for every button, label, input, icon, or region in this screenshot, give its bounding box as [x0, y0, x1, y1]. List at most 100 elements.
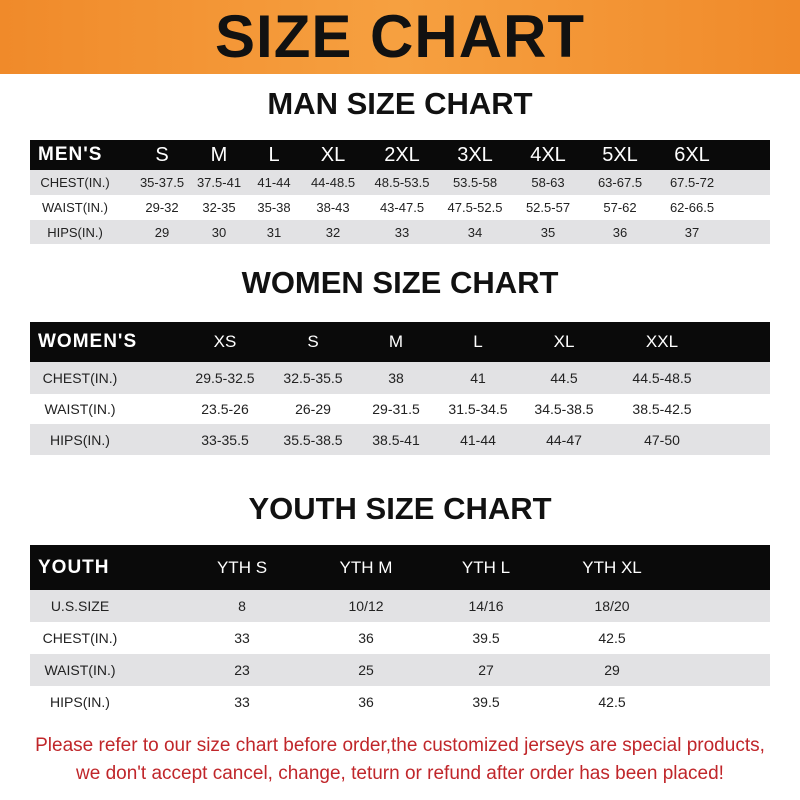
table-cell: 57-62: [603, 200, 637, 215]
table-cell: 62-66.5: [669, 200, 715, 215]
table-header-label: WOMEN'S: [38, 331, 138, 352]
size-column-header: L: [268, 143, 280, 166]
measurement-label: HIPS(IN.): [50, 694, 110, 710]
table-cell: 43-47.5: [379, 200, 425, 215]
women-section-title: WOMEN SIZE CHART: [241, 265, 559, 300]
table-cell: 23.5-26: [201, 401, 249, 417]
table-cell: 33: [394, 224, 410, 240]
table-cell: 41: [470, 370, 486, 386]
table-row: CHEST(IN.) 35-37.5 37.5-41 41-44 44-48.5 48.5…: [30, 170, 770, 195]
table-cell: 31.5-34.5: [448, 401, 508, 417]
size-column-header: 4XL: [530, 143, 566, 166]
footer-notice-line-2: we don't accept cancel, change, teturn o…: [76, 763, 724, 784]
measurement-label: CHEST(IN.): [42, 370, 118, 386]
table-cell: 36: [358, 630, 374, 646]
table-cell: 29-31.5: [372, 401, 420, 417]
footer-notice-line-1: Please refer to our size chart before or…: [35, 735, 765, 756]
table-row: HIPS(IN.) 33 36 39.5 42.5: [30, 686, 770, 718]
men-size-table: MEN'S S M L XL 2XL 3XL 4XL 5XL 6XL CHEST(IN.) 35-37…: [30, 140, 770, 244]
table-cell: 27: [478, 662, 494, 678]
table-cell: 36: [612, 224, 628, 240]
banner-title: SIZE CHART: [215, 3, 585, 70]
size-column-header: YTH XL: [582, 557, 642, 577]
table-header-label: YOUTH: [38, 556, 110, 578]
table-cell: 63-67.5: [597, 175, 643, 190]
table-header-label: MEN'S: [38, 144, 103, 165]
measurement-label: HIPS(IN.): [50, 431, 110, 448]
table-cell: 52.5-57: [525, 200, 571, 215]
size-column-header: XL: [553, 332, 575, 351]
table-cell: 47.5-52.5: [447, 200, 503, 215]
size-column-header: M: [210, 143, 228, 166]
table-cell: 35.5-38.5: [283, 431, 343, 448]
table-cell: 44.5: [550, 370, 578, 386]
table-cell: 33: [234, 694, 250, 710]
size-column-header: S: [155, 143, 169, 166]
table-cell: 33: [234, 630, 250, 646]
table-cell: 32-35: [202, 200, 236, 215]
table-cell: 29: [604, 662, 620, 678]
table-cell: 32: [325, 224, 341, 240]
table-cell: 29-32: [145, 200, 179, 215]
measurement-label: CHEST(IN.): [40, 175, 110, 190]
table-row: HIPS(IN.) 33-35.5 35.5-38.5 38.5-41 41-44 44-…: [30, 424, 770, 455]
table-cell: 29: [154, 224, 170, 240]
size-column-header: 2XL: [384, 143, 420, 166]
table-cell: 42.5: [598, 630, 626, 646]
table-cell: 35-37.5: [139, 175, 185, 190]
table-cell: 30: [211, 224, 227, 240]
table-row: CHEST(IN.) 29.5-32.5 32.5-35.5 38 41 44.5 44.5…: [30, 362, 770, 394]
youth-section-title: YOUTH SIZE CHART: [248, 491, 552, 526]
table-cell: 53.5-58: [452, 175, 498, 190]
table-cell: 42.5: [598, 694, 626, 710]
size-column-header: XXL: [645, 332, 679, 351]
table-cell: 41-44: [460, 431, 496, 448]
table-cell: 32.5-35.5: [283, 370, 343, 386]
size-column-header: 5XL: [602, 143, 638, 166]
table-cell: 37: [684, 224, 700, 240]
size-column-header: XS: [213, 332, 237, 351]
size-column-header: L: [473, 332, 483, 351]
youth-size-table: YOUTH YTH S YTH M YTH L YTH XL U.S.SIZE 8 10/12…: [30, 545, 770, 718]
table-cell: 29.5-32.5: [195, 370, 255, 386]
measurement-label: WAIST(IN.): [42, 200, 108, 215]
table-cell: 47-50: [644, 431, 680, 448]
table-cell: 39.5: [472, 694, 500, 710]
table-row: WAIST(IN.) 29-32 32-35 35-38 38-43 43-47.5 47.…: [30, 195, 770, 220]
men-section-title: MAN SIZE CHART: [267, 86, 533, 121]
table-cell: 10/12: [348, 598, 384, 614]
table-cell: 34.5-38.5: [534, 401, 594, 417]
size-column-header: YTH S: [216, 557, 268, 577]
table-cell: 34: [467, 224, 483, 240]
table-cell: 48.5-53.5: [374, 175, 430, 190]
table-cell: 35: [540, 224, 556, 240]
table-cell: 44-48.5: [310, 175, 356, 190]
table-cell: 23: [234, 662, 250, 678]
table-cell: 44.5-48.5: [632, 370, 692, 386]
size-column-header: 6XL: [674, 143, 710, 166]
youth-header-row: YOUTH YTH S YTH M YTH L YTH XL: [30, 545, 770, 590]
size-column-header: YTH M: [339, 557, 393, 577]
table-cell: 67.5-72: [669, 175, 715, 190]
table-cell: 38.5-41: [372, 431, 420, 448]
table-row: WAIST(IN.) 23 25 27 29: [30, 654, 770, 686]
measurement-label: U.S.SIZE: [50, 598, 110, 614]
table-cell: 26-29: [295, 401, 331, 417]
table-cell: 33-35.5: [201, 431, 249, 448]
table-cell: 31: [266, 224, 282, 240]
table-cell: 25: [358, 662, 374, 678]
table-cell: 14/16: [468, 598, 504, 614]
size-column-header: YTH L: [461, 557, 511, 577]
table-cell: 38.5-42.5: [632, 401, 692, 417]
size-column-header: 3XL: [457, 143, 493, 166]
table-cell: 35-38: [257, 200, 291, 215]
measurement-label: WAIST(IN.): [44, 662, 116, 678]
table-cell: 38: [388, 370, 404, 386]
women-header-row: WOMEN'S XS S M L XL XXL: [30, 322, 770, 362]
table-cell: 39.5: [472, 630, 500, 646]
table-cell: 38-43: [316, 200, 350, 215]
table-cell: 44-47: [546, 431, 582, 448]
measurement-label: CHEST(IN.): [42, 630, 118, 646]
table-cell: 36: [358, 694, 374, 710]
size-column-header: S: [307, 332, 319, 351]
